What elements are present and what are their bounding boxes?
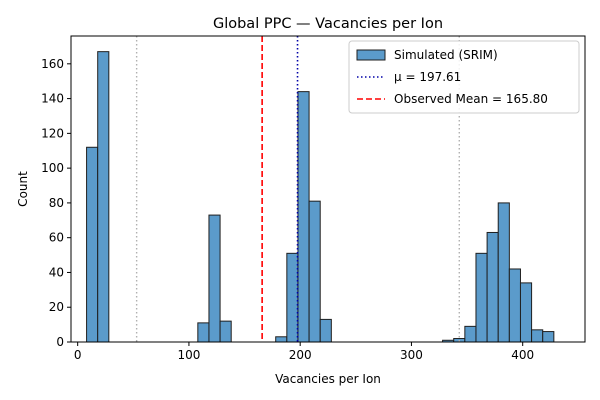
histogram-bar bbox=[297, 91, 310, 343]
histogram-bar bbox=[286, 252, 299, 343]
histogram-bar bbox=[219, 320, 232, 343]
histogram-bar bbox=[86, 146, 99, 343]
x-tick-label: 0 bbox=[74, 348, 82, 362]
y-tick-label: 40 bbox=[49, 265, 64, 279]
histogram-bar bbox=[508, 268, 521, 343]
x-axis-ticks: 0 100 200 300 400 bbox=[74, 342, 534, 362]
y-tick-label: 160 bbox=[41, 57, 64, 71]
y-tick-label: 140 bbox=[41, 92, 64, 106]
legend-entry-label: Simulated (SRIM) bbox=[394, 48, 498, 62]
y-axis-label: Count bbox=[16, 171, 30, 207]
histogram-bar bbox=[542, 331, 555, 343]
x-axis-label: Vacancies per Ion bbox=[275, 372, 381, 386]
y-tick-label: 100 bbox=[41, 161, 64, 175]
histogram-bar bbox=[275, 336, 288, 343]
x-tick-label: 400 bbox=[511, 348, 534, 362]
reference-lines-group bbox=[135, 36, 460, 342]
histogram-bar bbox=[319, 318, 332, 343]
legend-entry-label: μ = 197.61 bbox=[394, 70, 461, 84]
legend-box bbox=[348, 40, 580, 114]
legend-swatch-bar bbox=[356, 49, 386, 61]
x-tick-label: 100 bbox=[177, 348, 200, 362]
x-tick-label: 300 bbox=[400, 348, 423, 362]
bars-group bbox=[86, 51, 555, 343]
y-tick-label: 20 bbox=[49, 300, 64, 314]
y-tick-label: 80 bbox=[49, 196, 64, 210]
y-tick-label: 60 bbox=[49, 231, 64, 245]
histogram-bar bbox=[497, 202, 510, 343]
y-tick-label: 120 bbox=[41, 126, 64, 140]
histogram-bar bbox=[197, 322, 210, 343]
plot-frame bbox=[70, 35, 586, 343]
histogram-bar bbox=[308, 200, 321, 343]
histogram-bar bbox=[531, 329, 544, 343]
histogram-bar bbox=[475, 252, 488, 343]
y-axis-ticks: 0 20 40 60 80 100 120 140 160 bbox=[41, 57, 71, 349]
legend-entry-label: Observed Mean = 165.80 bbox=[394, 92, 548, 106]
histogram-bar bbox=[486, 231, 499, 343]
histogram-bar bbox=[208, 214, 221, 343]
histogram-bar bbox=[97, 51, 110, 343]
histogram-bar bbox=[519, 282, 533, 343]
y-tick-label: 0 bbox=[56, 335, 64, 349]
histogram-bar bbox=[464, 325, 477, 343]
legend: Simulated (SRIM) μ = 197.61 Observed Mean … bbox=[348, 40, 580, 114]
chart-title: Global PPC — Vacancies per Ion bbox=[213, 16, 443, 32]
x-tick-label: 200 bbox=[289, 348, 312, 362]
